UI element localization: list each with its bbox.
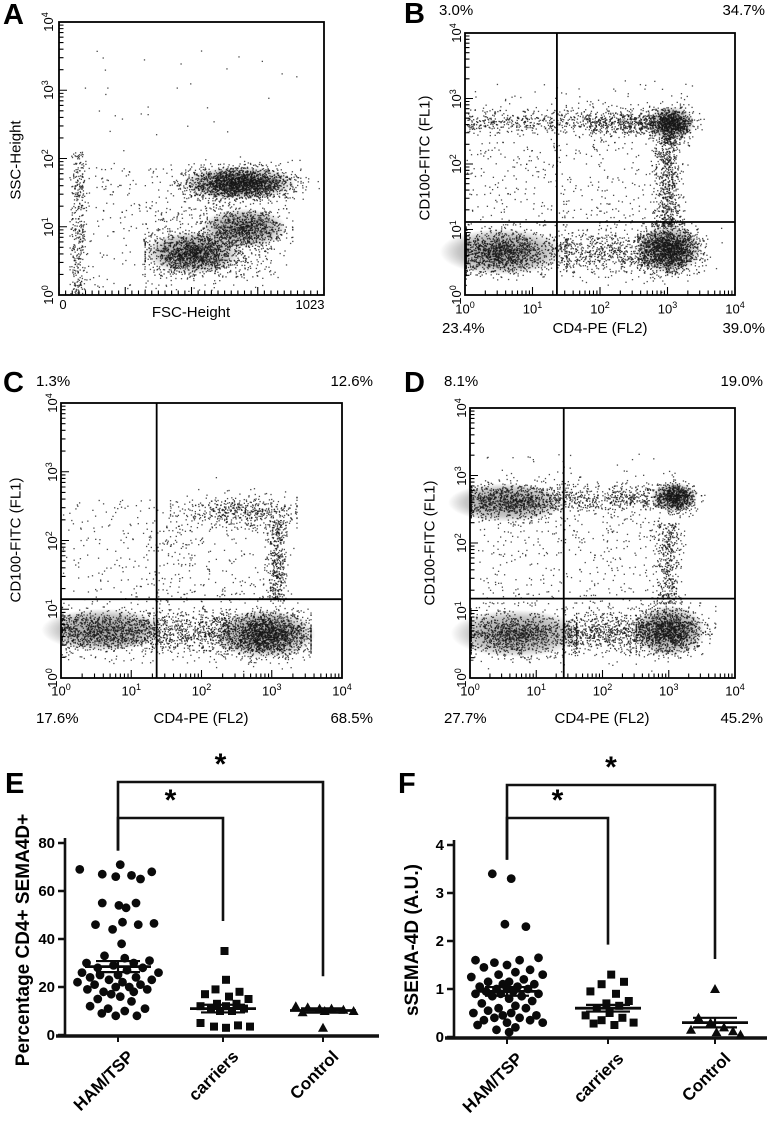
x-tick-label-10e2: 102	[592, 682, 613, 699]
quadrant-percent-bottom-left-c: 17.6%	[36, 710, 79, 727]
y-tick-label-80: 80	[38, 835, 55, 852]
x-tick-label-10e1: 101	[526, 682, 546, 699]
y-tick-label-10e2: 102	[447, 154, 465, 174]
x-tick-label-min: 0	[59, 297, 67, 312]
x-tick-label-10e1: 101	[121, 682, 141, 699]
flow-scatter-canvas-c	[0, 360, 385, 755]
x-tick-label-10e1: 101	[522, 300, 543, 317]
x-tick-label-max: 1023	[295, 297, 325, 312]
panel-label-e: E	[5, 768, 25, 800]
x-tick-label-10e0: 100	[51, 682, 71, 699]
significance-asterisk-0-1: *	[551, 784, 564, 817]
flow-scatter-canvas-b	[385, 0, 771, 360]
y-tick-label-10e2: 102	[43, 530, 61, 551]
quadrant-percent-top-right-c: 12.6%	[330, 373, 373, 390]
quadrant-percent-top-right-b: 34.7%	[722, 2, 765, 19]
quadrant-percent-bottom-left-d: 27.7%	[444, 710, 487, 727]
y-tick-label-10e4: 104	[39, 12, 57, 32]
y-tick-label-10e3: 103	[452, 465, 470, 486]
quadrant-percent-top-left-c: 1.3%	[36, 373, 71, 390]
x-axis-title-a: FSC-Height	[151, 304, 231, 321]
y-tick-label-1: 1	[435, 981, 444, 998]
quadrant-percent-top-left-d: 8.1%	[444, 373, 479, 390]
y-tick-label-0: 0	[46, 1027, 55, 1044]
x-axis-title-d: CD4-PE (FL2)	[554, 710, 650, 727]
y-tick-label-10e2: 102	[39, 148, 57, 169]
panel-b: B 3.0% 34.7% 23.4% 39.0% CD100-FITC (FL1…	[385, 0, 771, 360]
x-tick-label-10e3: 103	[262, 682, 282, 699]
panel-c: C 1.3% 12.6% 17.6% 68.5% CD100-FITC (FL1…	[0, 360, 385, 755]
panel-label-f: F	[398, 768, 416, 800]
y-tick-label-10e1: 101	[447, 219, 465, 240]
y-tick-label-10e3: 103	[43, 462, 61, 482]
y-tick-label-10e4: 104	[43, 393, 61, 413]
x-tick-label-10e4: 104	[725, 682, 745, 699]
y-axis-title-a: SSC-Height	[7, 120, 25, 200]
panel-f: F sSEMA-4D (A.U.) 0 1 2 3 4 HAM/TSP carriers Co…	[385, 751, 771, 1126]
y-tick-label-10e3: 103	[39, 80, 57, 100]
x-tick-label-10e3: 103	[657, 300, 678, 317]
y-tick-label-10e2: 102	[452, 533, 470, 553]
y-tick-label-4: 4	[435, 837, 444, 854]
panel-a: A SSC-Height FSC-Height 100 101 102 103 104 0…	[0, 0, 385, 360]
y-tick-label-10e1: 101	[452, 600, 470, 621]
quadrant-percent-top-right-d: 19.0%	[720, 373, 763, 390]
quadrant-percent-top-left-b: 3.0%	[439, 2, 474, 19]
significance-asterisk-0-1: *	[164, 784, 177, 817]
panel-label-c: C	[3, 367, 24, 399]
y-tick-label-0: 0	[435, 1029, 444, 1046]
y-tick-label-2: 2	[435, 933, 444, 950]
flow-scatter-canvas-d	[385, 360, 771, 755]
y-axis-title-c: CD100-FITC (FL1)	[7, 477, 25, 603]
y-tick-label-10e4: 104	[447, 23, 465, 43]
x-axis-title-b: CD4-PE (FL2)	[552, 320, 648, 337]
y-tick-label-20: 20	[38, 979, 55, 996]
x-tick-label-10e0: 100	[455, 300, 475, 317]
y-tick-label-10e3: 103	[447, 88, 465, 109]
y-tick-label-10e1: 101	[43, 599, 61, 619]
x-tick-label-10e4: 104	[725, 300, 745, 317]
x-tick-label-10e2: 102	[191, 682, 212, 699]
y-tick-label-10e4: 104	[452, 398, 470, 418]
significance-asterisk-0-2: *	[605, 751, 617, 784]
flow-scatter-canvas-a	[0, 0, 385, 360]
panel-label-a: A	[3, 0, 24, 31]
x-tick-label-10e2: 102	[590, 300, 610, 317]
panel-label-d: D	[404, 367, 425, 399]
x-tick-label-10e4: 104	[332, 682, 352, 699]
dot-plot-canvas-e	[0, 755, 385, 1126]
y-axis-title-d: CD100-FITC (FL1)	[421, 480, 439, 606]
y-tick-label-10e1: 101	[39, 217, 57, 237]
y-axis-title-b: CD100-FITC (FL1)	[416, 95, 434, 221]
panel-e: E Percentage CD4+ SEMA4D+ 0 20 40 60 80 HAM/T…	[0, 750, 385, 1126]
y-tick-label-40: 40	[38, 931, 55, 948]
quadrant-percent-bottom-right-d: 45.2%	[720, 710, 763, 727]
y-tick-label-3: 3	[435, 885, 444, 902]
dot-plot-canvas-f	[385, 755, 771, 1126]
y-tick-label-10e0: 100	[39, 285, 57, 305]
quadrant-percent-bottom-left-b: 23.4%	[442, 320, 485, 337]
x-tick-label-10e3: 103	[659, 682, 679, 699]
quadrant-percent-bottom-right-c: 68.5%	[330, 710, 373, 727]
panel-label-b: B	[404, 0, 425, 30]
x-axis-title-c: CD4-PE (FL2)	[153, 710, 249, 727]
quadrant-percent-bottom-right-b: 39.0%	[722, 320, 765, 337]
x-tick-label-10e0: 100	[460, 682, 480, 699]
significance-asterisk-0-2: *	[214, 748, 227, 781]
panel-d: D 8.1% 19.0% 27.7% 45.2% CD100-FITC (FL1…	[385, 360, 771, 755]
y-tick-label-60: 60	[38, 883, 55, 900]
